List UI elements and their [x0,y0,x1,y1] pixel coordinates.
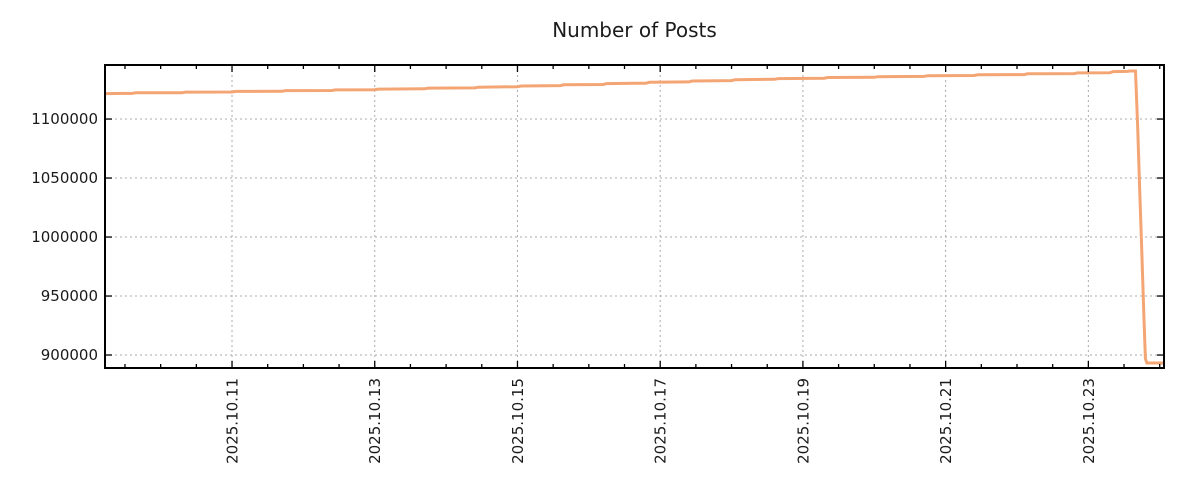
x-tick-label: 2025.10.19 [794,378,812,464]
plot-frame [104,64,1165,369]
series-layer [104,69,1164,365]
y-tick-label: 1050000 [31,169,98,187]
x-tick-label: 2025.10.17 [652,378,670,464]
tick-layer [105,65,1164,368]
x-tick-label: 2025.10.15 [509,378,527,464]
posts-data-line [104,69,1164,365]
y-tick-label: 1100000 [31,110,98,128]
y-tick-label: 900000 [41,346,98,364]
x-tick-label: 2025.10.21 [937,378,955,464]
x-tick-label: 2025.10.13 [366,378,384,464]
chart-title: Number of Posts [552,18,717,42]
y-tick-label: 950000 [41,287,98,305]
x-tick-label: 2025.10.23 [1080,378,1098,464]
grid-layer [105,65,1164,368]
axis-labels-layer: 900000 950000 1000000 1050000 1100000 2025.10… [31,110,1098,464]
y-tick-label: 1000000 [31,228,98,246]
x-tick-label: 2025.10.11 [224,378,242,464]
